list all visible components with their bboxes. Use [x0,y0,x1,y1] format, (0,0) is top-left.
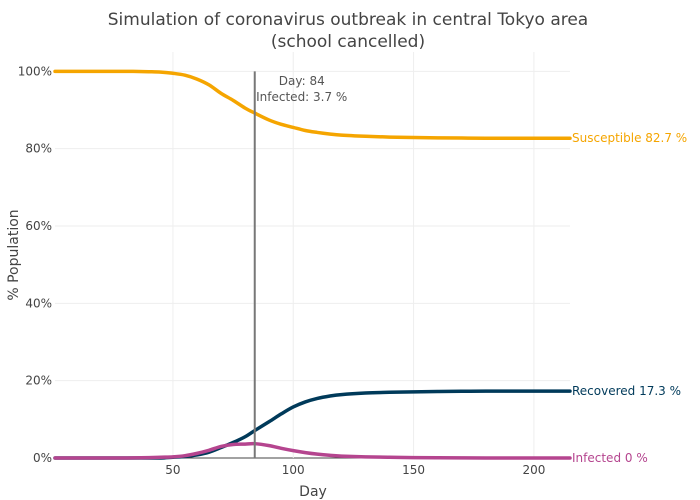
y-tick-label: 60% [25,219,52,233]
x-tick-label: 200 [522,463,545,477]
annotation-infected: Infected: 3.7 % [256,90,347,104]
gridlines [55,52,570,459]
chart-title-line1: Simulation of coronavirus outbreak in ce… [108,10,588,30]
series-end-labels: Susceptible 82.7 % Recovered 17.3 % Infect… [572,131,687,465]
series-line-susceptible [53,69,572,140]
axis-ticks: 0% 20% 40% 60% 80% 100% 50 100 150 200 [18,64,546,477]
y-tick-label: 20% [25,374,52,388]
series-line-recovered [53,389,572,460]
end-label-susceptible: Susceptible 82.7 % [572,131,687,145]
y-tick-label: 100% [18,64,52,78]
x-tick-label: 150 [402,463,425,477]
series-lines [53,69,572,460]
x-axis-title: Day [299,484,327,500]
series-line-infected [53,441,572,460]
x-tick-label: 50 [165,463,180,477]
y-tick-label: 80% [25,142,52,156]
chart-title-line2: (school cancelled) [271,32,425,52]
y-tick-label: 0% [33,451,52,465]
annotation-day: Day: 84 [279,74,325,88]
x-tick-label: 100 [282,463,305,477]
hover-annotation: Day: 84 Infected: 3.7 % [253,71,347,458]
y-axis-title: % Population [6,209,22,300]
y-tick-label: 40% [25,296,52,310]
end-label-infected: Infected 0 % [572,451,648,465]
end-label-recovered: Recovered 17.3 % [572,384,681,398]
